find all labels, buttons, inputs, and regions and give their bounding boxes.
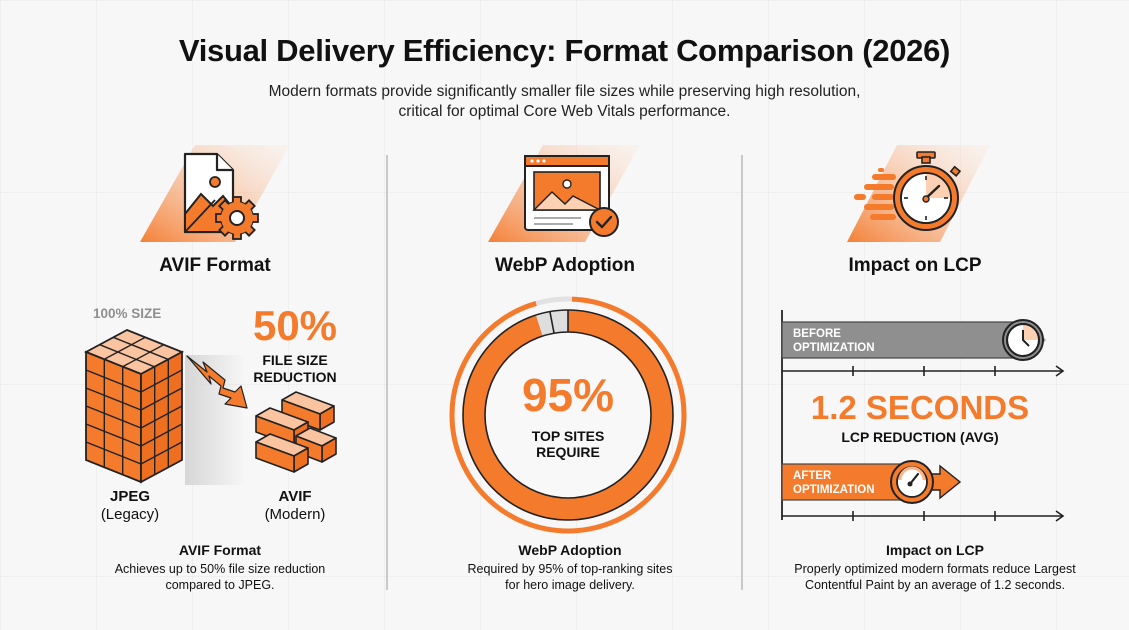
webp-caption-body: Required by 95% of top-ranking sites for… [420,561,720,593]
avif-blocks-icon [252,388,342,473]
lcp-stat-value: 1.2 SECONDS [810,389,1030,426]
subtitle-line-2: critical for optimal Core Web Vitals per… [398,103,731,120]
webp-caption-line1: Required by 95% of top-ranking sites [467,562,673,576]
avif-caption-body: Achieves up to 50% file size reduction c… [60,561,380,593]
webp-stat-label: TOP SITES REQUIRE [488,428,648,460]
subtitle-line-1: Modern formats provide significantly sma… [268,83,861,100]
lcp-caption-body: Properly optimized modern formats reduce… [760,561,1110,593]
webp-heading: WebP Adoption [494,255,636,276]
lcp-caption-title: Impact on LCP [885,542,984,558]
before-label-line2: OPTIMIZATION [793,342,875,354]
avif-label-sub: (Modern) [264,506,326,523]
before-label-line1: BEFORE [793,328,841,340]
browser-image-check-icon [485,142,645,247]
lcp-heading: Impact on LCP [848,255,982,276]
webp-stat-label-line2: REQUIRE [536,444,600,460]
image-file-gear-icon [135,142,295,247]
avif-label: AVIF (Modern) [240,488,350,524]
jpeg-label-sub: (Legacy) [100,506,160,523]
avif-caption-title: AVIF Format [178,542,262,558]
jpeg-label-title: JPEG [109,488,151,505]
jpeg-label: JPEG (Legacy) [75,488,185,524]
lcp-caption-line1: Properly optimized modern formats reduce… [794,562,1076,576]
jpeg-block-stack-icon [82,326,192,484]
page-title: Visual Delivery Efficiency: Format Compa… [178,33,951,68]
avif-stat-label-line2: REDUCTION [253,369,337,385]
avif-label-title: AVIF [278,488,312,505]
avif-stat-label: FILE SIZE REDUCTION [240,352,350,386]
avif-caption-line2: compared to JPEG. [165,578,275,592]
lcp-timeline-chart [776,308,1076,530]
webp-stat-label-line1: TOP SITES [531,428,605,444]
after-label-line2: OPTIMIZATION [793,484,875,496]
page-subtitle: Modern formats provide significantly sma… [0,82,1129,122]
column-divider-2 [741,155,743,590]
webp-stat-value: 95% [521,369,615,421]
webp-donut-chart [449,296,687,534]
avif-caption-line1: Achieves up to 50% file size reduction [114,562,326,576]
webp-caption-title: WebP Adoption [518,542,622,558]
avif-stat-value: 50% [252,302,338,349]
lcp-caption-line2: Contentful Paint by an average of 1.2 se… [805,578,1065,592]
avif-stat-label-line1: FILE SIZE [262,352,328,368]
stopwatch-speed-icon [842,142,992,247]
lcp-stat-label: LCP REDUCTION (AVG) [841,429,999,445]
avif-heading: AVIF Format [159,255,271,276]
column-divider-1 [386,155,388,590]
after-optimization-label: AFTER OPTIMIZATION [793,469,875,497]
webp-caption-line2: for hero image delivery. [505,578,635,592]
after-label-line1: AFTER [793,470,832,482]
zigzag-arrow-icon [185,352,255,412]
size-label: 100% SIZE [93,306,162,321]
before-optimization-label: BEFORE OPTIMIZATION [793,327,875,355]
